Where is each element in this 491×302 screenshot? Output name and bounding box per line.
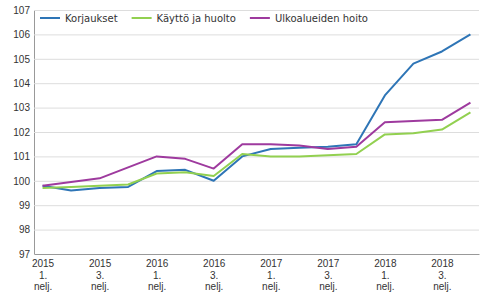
x-tick: 20163.nelj. [203, 258, 226, 292]
x-tick: 20161.nelj. [146, 258, 169, 292]
grid-line [34, 205, 479, 206]
y-tick-label: 103 [13, 102, 30, 113]
y-axis-line [35, 11, 480, 255]
y-tick-label: 101 [13, 151, 30, 162]
x-tick-label-line: nelj. [319, 281, 337, 292]
legend-swatch [40, 17, 60, 19]
x-tick-label-line: 2018 [374, 258, 397, 269]
x-tick-label: 20171.nelj. [260, 258, 283, 292]
y-tick-label: 98 [19, 224, 31, 235]
legend-swatch [132, 17, 152, 19]
x-tick-label-line: 3. [96, 270, 104, 281]
plot: 97989910010110210310410510610720151.nelj… [13, 5, 479, 292]
legend: Korjaukset Käyttö ja huolto Ulkoalueiden h… [37, 11, 371, 25]
x-tick-label-line: nelj. [91, 281, 109, 292]
y-tick: 99 [19, 200, 479, 211]
y-tick: 101 [13, 151, 479, 162]
x-tick: 20183.nelj. [431, 258, 454, 292]
y-tick: 98 [19, 224, 479, 235]
y-tick-label: 102 [13, 127, 30, 138]
y-tick: 105 [13, 54, 479, 65]
chart: 97989910010110210310410510610720151.nelj… [0, 0, 491, 302]
grid-line [34, 108, 479, 109]
series-line [43, 103, 471, 186]
legend-item: Käyttö ja huolto [132, 13, 236, 24]
x-tick-label: 20181.nelj. [374, 258, 397, 292]
series-line [43, 112, 471, 188]
x-tick-label-line: nelj. [148, 281, 166, 292]
y-tick: 97 [19, 249, 479, 260]
grid-line [34, 181, 479, 182]
x-tick-label-line: 1. [267, 270, 275, 281]
y-tick: 106 [13, 29, 479, 40]
y-tick-label: 107 [13, 5, 30, 16]
x-tick-label-line: 2017 [317, 258, 340, 269]
x-tick-label-line: 2016 [146, 258, 169, 269]
x-tick: 20171.nelj. [260, 258, 283, 292]
x-tick-label: 20183.nelj. [431, 258, 454, 292]
grid-line [34, 34, 479, 35]
x-tick-label: 20151.nelj. [32, 258, 55, 292]
legend-label: Ulkoalueiden hoito [275, 13, 368, 24]
x-tick-label-line: nelj. [433, 281, 451, 292]
grid-line [34, 83, 479, 84]
y-tick: 104 [13, 78, 479, 89]
grid-line [34, 254, 479, 255]
x-tick-label-line: 2018 [431, 258, 454, 269]
y-tick-label: 104 [13, 78, 30, 89]
legend-swatch [250, 17, 270, 19]
x-tick-label-line: 3. [438, 270, 446, 281]
x-tick: 20181.nelj. [374, 258, 397, 292]
legend-item: Korjaukset [40, 13, 118, 24]
y-axis: 97 98 99 100 101 102 103 104 105 106 107 [13, 5, 479, 260]
y-tick: 103 [13, 102, 479, 113]
legend-label: Käyttö ja huolto [157, 13, 236, 24]
x-axis: 20151.nelj.20153.nelj.20161.nelj.20163.n… [32, 255, 480, 293]
x-tick: 20153.nelj. [89, 258, 112, 292]
lines [43, 34, 471, 190]
x-tick-label: 20173.nelj. [317, 258, 340, 292]
x-tick-label-line: 2015 [89, 258, 112, 269]
x-tick-label-line: nelj. [205, 281, 223, 292]
y-tick-label: 97 [19, 249, 31, 260]
x-tick-label-line: 1. [381, 270, 389, 281]
x-tick: 20151.nelj. [32, 258, 55, 292]
x-tick-label-line: 2016 [203, 258, 226, 269]
grid-line [34, 10, 479, 11]
grid-line [34, 59, 479, 60]
x-axis-line [35, 254, 480, 255]
x-tick-label-line: nelj. [376, 281, 394, 292]
x-tick-label-line: 3. [210, 270, 218, 281]
x-tick-label: 20161.nelj. [146, 258, 169, 292]
x-tick-label-line: nelj. [34, 281, 52, 292]
grid-line [34, 156, 479, 157]
x-tick-label-line: 1. [39, 270, 47, 281]
legend-background [37, 11, 371, 25]
x-tick-label-line: nelj. [262, 281, 280, 292]
x-tick-label: 20153.nelj. [89, 258, 112, 292]
grid-line [34, 230, 479, 231]
x-tick-label: 20163.nelj. [203, 258, 226, 292]
legend-label: Korjaukset [65, 13, 118, 24]
y-tick-label: 106 [13, 29, 30, 40]
y-tick-label: 100 [13, 176, 30, 187]
y-tick: 102 [13, 127, 479, 138]
x-tick-label-line: 2017 [260, 258, 283, 269]
y-tick-label: 99 [19, 200, 31, 211]
x-tick-label-line: 2015 [32, 258, 55, 269]
x-tick: 20173.nelj. [317, 258, 340, 292]
legend-item: Ulkoalueiden hoito [250, 13, 368, 24]
x-tick-label-line: 3. [324, 270, 332, 281]
series-line [43, 34, 471, 190]
x-tick-label-line: 1. [153, 270, 161, 281]
y-tick-label: 105 [13, 54, 30, 65]
